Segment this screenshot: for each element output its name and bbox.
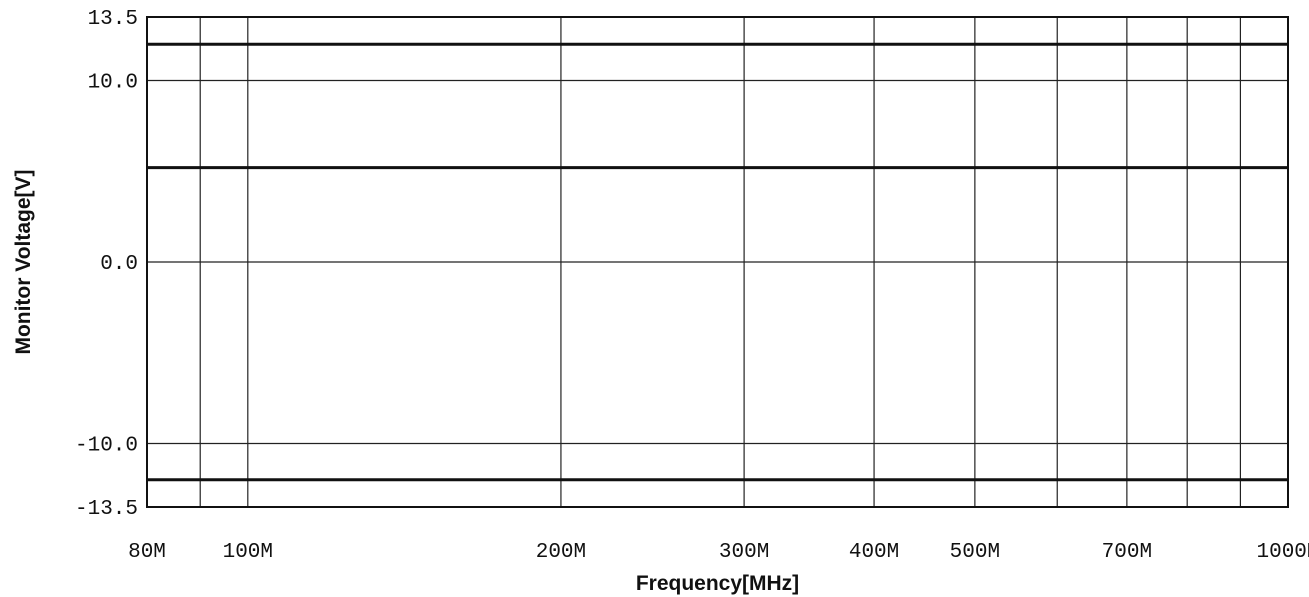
plot-frame (146, 16, 1289, 508)
x-tick-label: 100M (223, 541, 273, 564)
x-tick-label: 400M (849, 541, 899, 564)
x-tick-label: 1000M (1256, 541, 1309, 564)
x-tick-label: 200M (536, 541, 586, 564)
y-tick-label: -10.0 (75, 434, 138, 457)
y-tick-labels: 13.5 10.0 0.0 -10.0 -13.5 (75, 8, 138, 521)
y-gridlines (147, 79, 1288, 445)
y-tick-label: 10.0 (88, 72, 138, 95)
x-tick-label: 300M (719, 541, 769, 564)
series-layer (147, 42, 1288, 482)
y-tick-label: 0.0 (100, 253, 138, 276)
y-axis-title: Monitor Voltage[V] (12, 169, 35, 354)
y-tick-label: -13.5 (75, 498, 138, 521)
x-tick-label: 500M (950, 541, 1000, 564)
x-tick-label: 80M (128, 541, 166, 564)
x-tick-labels: 80M 100M 200M 300M 400M 500M 700M 1000M (128, 541, 1309, 564)
x-axis-title: Frequency[MHz] (636, 572, 799, 595)
y-tick-label: 13.5 (88, 8, 138, 31)
x-tick-label: 700M (1102, 541, 1152, 564)
